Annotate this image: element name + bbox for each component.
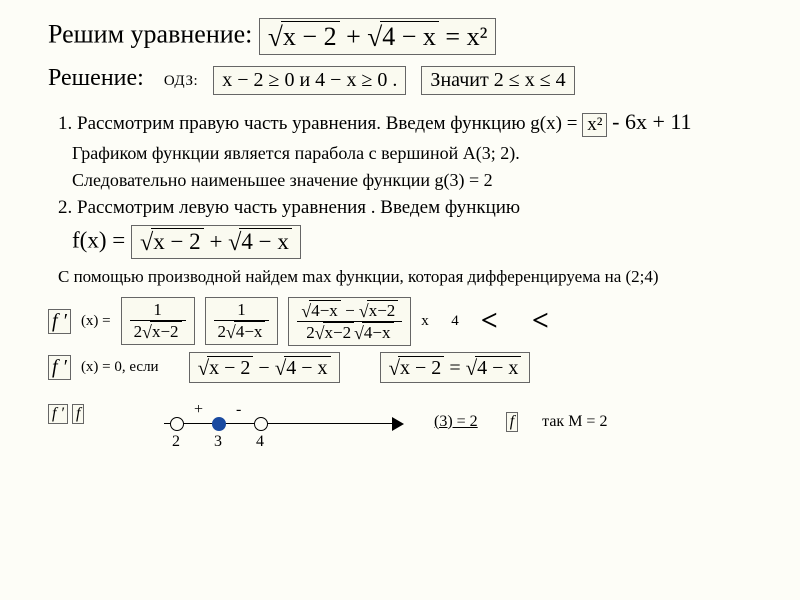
less-than-icon: < (520, 304, 561, 338)
sqrt-icon: 4 − x (228, 228, 292, 256)
solution-label: Решение: (48, 65, 144, 91)
sqrt-icon: 4−x (226, 321, 265, 342)
title-text: Решим уравнение: (48, 19, 252, 48)
result-value: (3) = 2 (434, 413, 478, 431)
sqrt-icon: 4 − x (466, 355, 522, 380)
sqrt-icon: 4−x (301, 300, 340, 321)
axis-point-open (170, 417, 184, 431)
step1-note1: Графиком функции является парабола с вер… (72, 143, 770, 164)
axis-sign: - (236, 401, 241, 419)
step2-line: 2. Рассмотрим левую часть уравнения . Вв… (58, 197, 770, 219)
sqrt-icon: x − 2 (140, 228, 204, 256)
sqrt-icon: x−2 (359, 300, 398, 321)
fprime-box: f ′ (48, 355, 71, 380)
odz-label: ОДЗ: (164, 73, 198, 89)
axis-row: f ′ f 2 3 4 + - (3) = 2 f так М = 2 (48, 389, 770, 455)
zero-eq-box: x − 2 = 4 − x (380, 352, 531, 383)
sqrt-icon: 4 − x (367, 21, 439, 52)
main-equation-box: x − 2 + 4 − x = x² (259, 18, 496, 55)
fprime-zero-row: f ′ (x) = 0, если x − 2 − 4 − x x − 2 = … (48, 352, 770, 383)
less-than-icon: < (469, 304, 510, 338)
deriv-note: С помощью производной найдем max функции… (58, 267, 770, 287)
axis-point-open (254, 417, 268, 431)
axis-label: 4 (256, 433, 264, 451)
sqrt-icon: x−2 (315, 322, 354, 343)
number-line: 2 3 4 + - (164, 395, 424, 455)
step1-note2: Следовательно наименьшее значение функци… (72, 170, 770, 191)
odz-expr-box: x − 2 ≥ 0 и 4 − x ≥ 0 . (213, 66, 406, 95)
f-label-box: f (506, 412, 518, 432)
sqrt-icon: x−2 (142, 321, 181, 342)
axis-label: 3 (214, 433, 222, 451)
axis-line (164, 423, 394, 424)
derivative-row: f ′ (x) = 1 2x−2 1 24−x 4−x − x−2 (48, 297, 770, 346)
solution-line: Решение: ОДЗ: x − 2 ≥ 0 и 4 − x ≥ 0 . Зн… (48, 65, 770, 95)
zero-diff-box: x − 2 − 4 − x (189, 352, 340, 383)
sqrt-icon: x − 2 (198, 355, 254, 380)
frac1-box: 1 2x−2 (121, 297, 195, 345)
axis-sign: + (194, 401, 203, 419)
axis-label: 2 (172, 433, 180, 451)
step1-line: 1. Рассмотрим правую часть уравнения. Вв… (58, 109, 770, 137)
fprime-box: f ′ (48, 309, 71, 334)
axis-point-filled (212, 417, 226, 431)
sqrt-icon: 4 − x (275, 355, 331, 380)
fx-box: x − 2 + 4 − x (131, 225, 301, 259)
max-note: так М = 2 (542, 413, 607, 431)
frac3-box: 4−x − x−2 2x−24−x (288, 297, 411, 346)
fx-def: f(x) = x − 2 + 4 − x (72, 225, 770, 259)
fprime-label-box: f ′ (48, 404, 68, 424)
x2-box: x² (582, 113, 607, 137)
slide-title: Решим уравнение: x − 2 + 4 − x = x² (48, 18, 770, 55)
frac2-box: 1 24−x (205, 297, 279, 345)
sqrt-icon: x − 2 (389, 355, 445, 380)
f-label-box: f (72, 404, 84, 424)
sqrt-icon: 4−x (354, 322, 393, 343)
sqrt-icon: x − 2 (268, 21, 340, 52)
arrow-right-icon (392, 417, 404, 431)
odz-result-box: Значит 2 ≤ x ≤ 4 (421, 66, 574, 95)
